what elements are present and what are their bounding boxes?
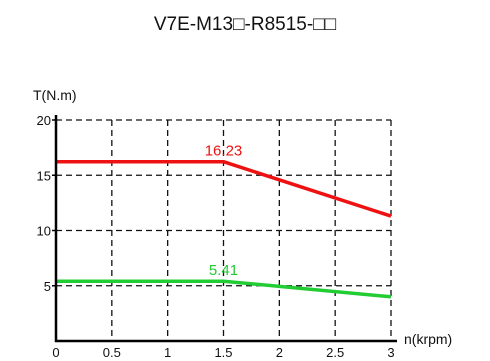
tick-labels: 0 0.5 1 1.5 2 2.5 3 5 10 15 20 <box>37 113 395 360</box>
x-tick-label: 3 <box>387 345 394 360</box>
y-tick-label: 20 <box>37 113 51 128</box>
series-line-1 <box>56 279 392 299</box>
axes <box>52 115 397 343</box>
grid <box>56 119 392 341</box>
x-tick-label: 0.5 <box>103 345 121 360</box>
series-lines <box>56 159 392 299</box>
x-axis-label: n(krpm) <box>404 331 452 347</box>
x-tick-label: 2 <box>276 345 283 360</box>
data-labels: 16.23 5.41 <box>205 143 243 280</box>
y-tick-label: 15 <box>37 168 51 183</box>
chart-title: V7E-M13□-R8515-□□ <box>154 14 337 35</box>
data-label-1: 5.41 <box>209 262 238 279</box>
x-tick-label: 1 <box>164 345 171 360</box>
y-axis-label: T(N.m) <box>33 87 77 103</box>
series-line-0 <box>56 159 392 218</box>
x-tick-label: 0 <box>52 345 59 360</box>
y-tick-label: 5 <box>44 279 51 294</box>
x-tick-label: 2.5 <box>326 345 344 360</box>
data-label-0: 16.23 <box>205 143 243 160</box>
y-tick-label: 10 <box>37 224 51 239</box>
x-tick-label: 1.5 <box>214 345 232 360</box>
